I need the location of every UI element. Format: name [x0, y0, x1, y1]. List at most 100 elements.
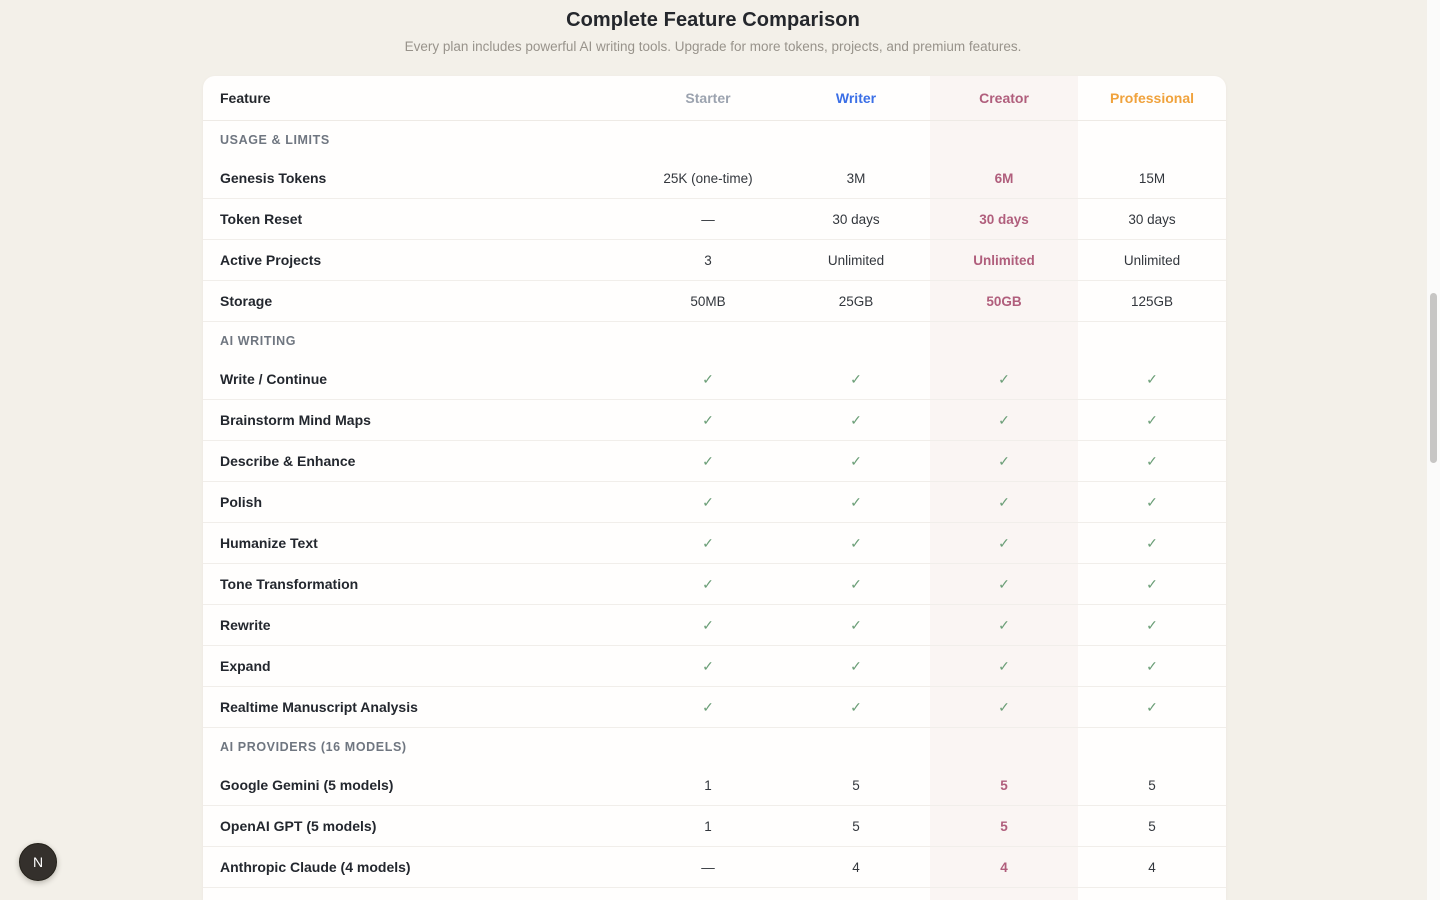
- plan-value-creator: 5: [930, 819, 1078, 834]
- feature-name: Anthropic Claude (4 models): [203, 859, 634, 875]
- feature-column-header: Feature: [203, 90, 634, 106]
- plan-value-writer: 30 days: [782, 212, 930, 227]
- table-row: Describe & Enhance✓✓✓✓: [203, 441, 1226, 482]
- table-row: Genesis Tokens25K (one-time)3M6M15M: [203, 158, 1226, 199]
- plan-header-creator: Creator: [930, 90, 1078, 106]
- check-icon: ✓: [1078, 658, 1226, 675]
- plan-value-writer: 5: [782, 819, 930, 834]
- plan-value-creator: 6M: [930, 171, 1078, 186]
- plan-value-writer: 25GB: [782, 294, 930, 309]
- check-icon: ✓: [782, 699, 930, 716]
- feature-name: Write / Continue: [203, 371, 634, 387]
- check-icon: ✓: [634, 535, 782, 552]
- plan-value-starter: 3: [634, 253, 782, 268]
- plan-value-creator: 5: [930, 778, 1078, 793]
- check-icon: ✓: [782, 617, 930, 634]
- check-icon: ✓: [782, 535, 930, 552]
- table-row: Anthropic Claude (4 models)—444: [203, 847, 1226, 888]
- table-row: Google Gemini (5 models)1555: [203, 765, 1226, 806]
- check-icon: ✓: [930, 535, 1078, 552]
- feature-name: Expand: [203, 658, 634, 674]
- section-title: AI PROVIDERS (16 MODELS): [203, 740, 1226, 754]
- check-icon: ✓: [1078, 453, 1226, 470]
- check-icon: ✓: [930, 576, 1078, 593]
- feature-name: Active Projects: [203, 252, 634, 268]
- check-icon: ✓: [930, 412, 1078, 429]
- table-row: Token Reset—30 days30 days30 days: [203, 199, 1226, 240]
- plan-value-starter: —: [634, 212, 782, 227]
- section-header-row: AI PROVIDERS (16 MODELS): [203, 728, 1226, 765]
- feature-name: Token Reset: [203, 211, 634, 227]
- plan-value-professional: 125GB: [1078, 294, 1226, 309]
- check-icon: ✓: [634, 371, 782, 388]
- check-icon: ✓: [1078, 576, 1226, 593]
- table-row: Rewrite✓✓✓✓: [203, 605, 1226, 646]
- plan-value-writer: Unlimited: [782, 253, 930, 268]
- check-icon: ✓: [1078, 699, 1226, 716]
- feature-name: Realtime Manuscript Analysis: [203, 699, 634, 715]
- check-icon: ✓: [782, 576, 930, 593]
- check-icon: ✓: [634, 494, 782, 511]
- section-title: AI WRITING: [203, 334, 1226, 348]
- check-icon: ✓: [634, 453, 782, 470]
- plan-value-professional: 30 days: [1078, 212, 1226, 227]
- check-icon: ✓: [634, 699, 782, 716]
- feature-name: Genesis Tokens: [203, 170, 634, 186]
- page-subtitle: Every plan includes powerful AI writing …: [0, 39, 1426, 54]
- check-icon: ✓: [1078, 617, 1226, 634]
- plan-value-creator: 4: [930, 860, 1078, 875]
- check-icon: ✓: [1078, 494, 1226, 511]
- feature-name: Brainstorm Mind Maps: [203, 412, 634, 428]
- feature-comparison-table: Feature StarterWriterCreatorProfessional…: [203, 76, 1226, 900]
- plan-value-writer: 4: [782, 860, 930, 875]
- plan-value-writer: 3M: [782, 171, 930, 186]
- table-row: Brainstorm Mind Maps✓✓✓✓: [203, 400, 1226, 441]
- table-row: OpenAI GPT (5 models)1555: [203, 806, 1226, 847]
- check-icon: ✓: [1078, 412, 1226, 429]
- table-row: Humanize Text✓✓✓✓: [203, 523, 1226, 564]
- check-icon: ✓: [782, 494, 930, 511]
- feature-name: Humanize Text: [203, 535, 634, 551]
- plan-value-professional: 15M: [1078, 171, 1226, 186]
- scrollbar-thumb[interactable]: [1430, 293, 1437, 463]
- page-header: Complete Feature Comparison Every plan i…: [0, 0, 1426, 54]
- feature-name: Storage: [203, 293, 634, 309]
- table-row: Storage50MB25GB50GB125GB: [203, 281, 1226, 322]
- check-icon: ✓: [782, 371, 930, 388]
- plan-value-starter: 25K (one-time): [634, 171, 782, 186]
- check-icon: ✓: [782, 412, 930, 429]
- check-icon: ✓: [930, 494, 1078, 511]
- plan-value-starter: 1: [634, 778, 782, 793]
- check-icon: ✓: [930, 371, 1078, 388]
- check-icon: ✓: [634, 617, 782, 634]
- check-icon: ✓: [1078, 371, 1226, 388]
- check-icon: ✓: [930, 658, 1078, 675]
- floating-avatar-button[interactable]: N: [19, 843, 57, 881]
- table-row: Tone Transformation✓✓✓✓: [203, 564, 1226, 605]
- plan-value-creator: Unlimited: [930, 253, 1078, 268]
- plan-value-professional: 5: [1078, 819, 1226, 834]
- plan-value-creator: 30 days: [930, 212, 1078, 227]
- feature-name: Polish: [203, 494, 634, 510]
- plan-header-starter: Starter: [634, 90, 782, 106]
- check-icon: ✓: [1078, 535, 1226, 552]
- table-header-row: Feature StarterWriterCreatorProfessional: [203, 76, 1226, 121]
- plan-value-professional: 5: [1078, 778, 1226, 793]
- section-title: USAGE & LIMITS: [203, 133, 1226, 147]
- scrollbar-track[interactable]: [1427, 0, 1440, 900]
- check-icon: ✓: [634, 576, 782, 593]
- plan-value-creator: 50GB: [930, 294, 1078, 309]
- plan-header-writer: Writer: [782, 90, 930, 106]
- table-row: Write / Continue✓✓✓✓: [203, 359, 1226, 400]
- plan-value-professional: 4: [1078, 860, 1226, 875]
- plan-header-professional: Professional: [1078, 90, 1226, 106]
- plan-value-starter: —: [634, 860, 782, 875]
- plan-value-professional: Unlimited: [1078, 253, 1226, 268]
- plan-value-writer: 5: [782, 778, 930, 793]
- table-row: Expand✓✓✓✓: [203, 646, 1226, 687]
- feature-table-body: USAGE & LIMITS Genesis Tokens25K (one-tim…: [203, 121, 1226, 888]
- section-header-row: USAGE & LIMITS: [203, 121, 1226, 158]
- check-icon: ✓: [930, 453, 1078, 470]
- check-icon: ✓: [634, 412, 782, 429]
- feature-name: Rewrite: [203, 617, 634, 633]
